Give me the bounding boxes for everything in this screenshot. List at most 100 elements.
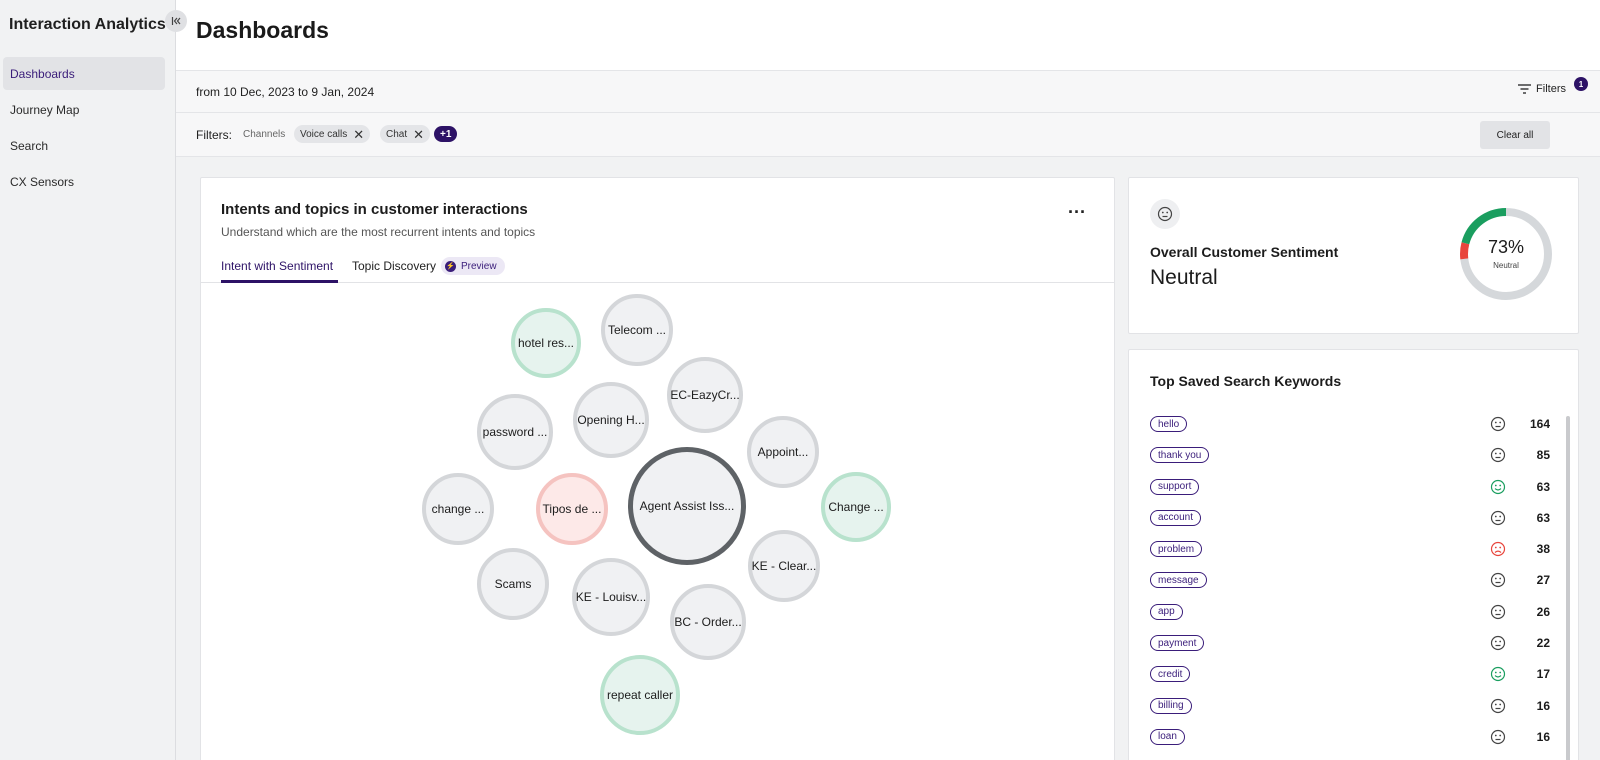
filter-chip-voice-calls: Voice calls ✕ <box>294 125 371 143</box>
intent-bubble[interactable]: hotel res... <box>511 308 581 378</box>
positive-face-icon <box>1490 667 1506 682</box>
keywords-card: Top Saved Search Keywords hello 164 thank … <box>1128 349 1579 760</box>
keyword-tag[interactable]: credit <box>1150 666 1191 683</box>
keyword-row: app 26 <box>1150 600 1550 631</box>
tab-topic-discovery[interactable]: Topic Discovery <box>352 259 437 273</box>
sidebar: Interaction Analytics Dashboards Journey… <box>0 0 176 760</box>
keyword-tag[interactable]: account <box>1150 509 1202 526</box>
remove-chip-icon[interactable]: ✕ <box>413 126 425 142</box>
intent-bubble[interactable]: BC - Order... <box>670 584 746 660</box>
filters-label: Filters: <box>196 128 232 142</box>
date-bar: from 10 Dec, 2023 to 9 Jan, 2024 Filters… <box>176 71 1600 113</box>
neutral-face-icon <box>1490 573 1506 588</box>
neutral-face-icon <box>1490 604 1506 619</box>
keywords-card-title: Top Saved Search Keywords <box>1150 373 1342 389</box>
intent-bubble[interactable]: password ... <box>477 394 553 470</box>
sidebar-item-cx-sensors[interactable]: CX Sensors <box>10 174 75 189</box>
keyword-count: 26 <box>1536 604 1550 619</box>
sidebar-nav: Dashboards Journey Map Search CX Sensors <box>3 57 165 201</box>
positive-face-icon <box>1490 479 1506 494</box>
more-filters-badge[interactable]: +1 <box>434 126 458 142</box>
keyword-tag[interactable]: app <box>1150 603 1183 620</box>
more-options-icon[interactable]: ··· <box>1068 202 1086 222</box>
intent-bubble[interactable]: change ... <box>422 473 494 545</box>
intent-bubble[interactable]: Telecom ... <box>601 294 673 366</box>
donut-positive-arc <box>1460 208 1552 300</box>
page-header: Dashboards <box>176 0 1600 71</box>
keyword-tag[interactable]: problem <box>1150 541 1203 558</box>
channels-label: Channels <box>243 129 286 140</box>
intent-bubble[interactable]: Agent Assist Iss... <box>628 447 746 565</box>
sidebar-item-journey-map[interactable]: Journey Map <box>10 102 80 117</box>
neutral-face-icon <box>1490 416 1506 432</box>
keyword-row: billing 16 <box>1150 694 1550 725</box>
keyword-row: support 63 <box>1150 475 1550 506</box>
keyword-tag[interactable]: billing <box>1150 697 1192 714</box>
remove-chip-icon[interactable]: ✕ <box>353 126 365 142</box>
keyword-row: account 63 <box>1150 506 1550 537</box>
neutral-face-icon <box>1490 510 1506 525</box>
preview-badge: ⚡ Preview <box>441 257 505 275</box>
keyword-count: 85 <box>1536 448 1550 463</box>
intents-card-title: Intents and topics in customer interacti… <box>221 201 528 218</box>
filters-count-badge: 1 <box>1574 77 1588 91</box>
clear-all-button[interactable]: Clear all <box>1480 121 1550 149</box>
donut-label: Neutral <box>1493 261 1519 270</box>
intent-bubble[interactable]: KE - Clear... <box>748 530 820 602</box>
keyword-row: hello 164 <box>1150 412 1550 443</box>
tab-intent-with-sentiment[interactable]: Intent with Sentiment <box>221 259 334 273</box>
sentiment-card: Overall Customer Sentiment Neutral 73% N… <box>1128 177 1579 334</box>
intent-bubble[interactable]: Appoint... <box>747 416 819 488</box>
keyword-count: 63 <box>1536 479 1550 494</box>
keyword-count: 27 <box>1536 573 1550 588</box>
keyword-count: 164 <box>1529 417 1550 431</box>
active-tab-indicator <box>221 280 338 283</box>
sentiment-value: Neutral <box>1150 266 1218 289</box>
preview-label: Preview <box>461 260 497 272</box>
neutral-face-icon <box>1490 698 1506 713</box>
keyword-tag[interactable]: support <box>1150 478 1200 495</box>
keyword-count: 63 <box>1536 510 1550 525</box>
sentiment-donut-chart <box>1460 208 1552 300</box>
keyword-count: 22 <box>1536 636 1550 651</box>
filters-button[interactable]: Filters <box>1518 83 1566 95</box>
date-range[interactable]: from 10 Dec, 2023 to 9 Jan, 2024 <box>196 85 375 99</box>
keyword-row: message 27 <box>1150 568 1550 599</box>
donut-negative-arc <box>1460 208 1552 300</box>
negative-face-icon <box>1490 542 1506 557</box>
collapse-sidebar-button[interactable] <box>165 10 187 32</box>
scrollbar[interactable] <box>1566 416 1570 760</box>
intent-bubble[interactable]: Scams <box>477 548 549 620</box>
intent-bubble[interactable]: KE - Louisv... <box>572 558 650 636</box>
filter-chip-chat: Chat ✕ <box>380 125 431 143</box>
keyword-tag[interactable]: payment <box>1150 635 1205 652</box>
keyword-count: 16 <box>1536 698 1550 713</box>
intent-bubble[interactable]: Change ... <box>821 472 891 542</box>
sidebar-item-search[interactable]: Search <box>10 138 49 153</box>
filter-bar: Filters: Channels Voice calls ✕ Chat ✕ +… <box>176 113 1600 157</box>
intent-bubble-chart: Agent Assist Iss... Telecom ... hotel re… <box>201 284 1114 760</box>
neutral-face-icon <box>1490 448 1506 463</box>
neutral-face-icon <box>1490 635 1506 651</box>
keyword-tag[interactable]: hello <box>1150 416 1188 432</box>
keyword-row: thank you 85 <box>1150 443 1550 474</box>
intents-card: Intents and topics in customer interacti… <box>200 177 1115 760</box>
intent-bubble[interactable]: Tipos de ... <box>536 473 608 545</box>
sidebar-item-dashboards[interactable]: Dashboards <box>3 57 165 90</box>
neutral-face-icon <box>1150 199 1180 229</box>
keyword-tag[interactable]: loan <box>1150 728 1185 745</box>
lightning-icon: ⚡ <box>445 260 456 272</box>
intent-bubble[interactable]: EC-EazyCr... <box>667 357 743 433</box>
filter-chip-label: Chat <box>386 128 408 140</box>
keyword-tag[interactable]: message <box>1150 572 1207 589</box>
keywords-list: hello 164 thank you 85 support 63 account 63 pro… <box>1150 412 1550 756</box>
keyword-row: loan 16 <box>1150 725 1550 756</box>
keyword-tag[interactable]: thank you <box>1150 447 1210 464</box>
filter-chip-label: Voice calls <box>300 128 348 140</box>
intent-bubble[interactable]: repeat caller <box>600 655 680 735</box>
keyword-count: 16 <box>1536 729 1550 744</box>
intent-bubble[interactable]: Opening H... <box>573 382 649 458</box>
filters-button-label: Filters <box>1536 83 1566 95</box>
app-title: Interaction Analytics <box>9 16 166 33</box>
intents-card-subtitle: Understand which are the most recurrent … <box>221 225 536 239</box>
